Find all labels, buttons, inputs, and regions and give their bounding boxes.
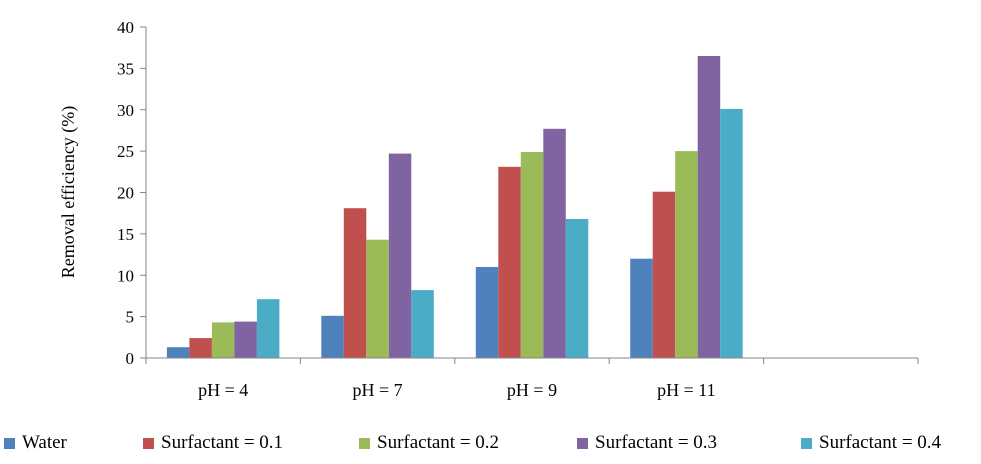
x-tick-label: pH = 11: [657, 380, 715, 400]
y-axis-label: Removal efficiency (%): [58, 106, 79, 279]
legend-label: Water: [22, 432, 67, 453]
x-tick-label: pH = 9: [507, 380, 557, 400]
legend-item: Surfactant = 0.4: [801, 432, 941, 454]
y-tick-label: 35: [117, 59, 134, 78]
bar: [234, 321, 257, 358]
bar: [720, 108, 743, 359]
y-tick-label: 15: [117, 225, 134, 244]
legend-label: Surfactant = 0.2: [377, 432, 500, 453]
y-tick-label: 25: [117, 142, 134, 161]
bar: [411, 290, 434, 358]
bar: [565, 219, 589, 358]
x-tick-label: pH = 4: [198, 380, 248, 400]
bar: [189, 338, 212, 358]
bar: [520, 152, 544, 358]
y-tick-label: 20: [117, 184, 134, 203]
axes-layer: 0 5 10 15 20 25 30 35 40 pH = 4 pH = 7 pH = 9 pH = 1…: [117, 18, 919, 400]
legend-item: Water: [4, 432, 67, 454]
bar: [697, 56, 721, 358]
y-tick-label: 40: [117, 18, 134, 37]
bar: [388, 153, 412, 358]
bars-layer: [166, 56, 743, 359]
bar: [652, 191, 676, 358]
legend-label: Surfactant = 0.3: [595, 432, 718, 453]
y-tick-label: 10: [117, 266, 134, 285]
legend-swatch: [577, 437, 588, 449]
bar: [366, 239, 389, 358]
bar: [321, 315, 344, 358]
legend-swatch: [143, 437, 154, 449]
y-tick-label: 0: [126, 349, 135, 368]
y-tick-label: 30: [117, 101, 134, 120]
bar: [256, 299, 280, 358]
chart: 0 5 10 15 20 25 30 35 40 pH = 4 pH = 7 pH = 9 pH = 1…: [58, 18, 919, 400]
bar: [211, 322, 235, 358]
bar: [166, 347, 190, 358]
bar: [630, 258, 653, 358]
legend-swatch: [4, 437, 15, 449]
legend-item: Surfactant = 0.3: [577, 432, 717, 454]
bar: [675, 151, 698, 358]
bar: [498, 166, 521, 358]
bar: [343, 208, 367, 358]
legend-item: Surfactant = 0.1: [143, 432, 283, 454]
bar: [475, 267, 499, 358]
legend-swatch: [801, 437, 812, 449]
y-tick-label: 5: [126, 308, 135, 327]
x-tick-label: pH = 7: [353, 380, 403, 400]
legend-swatch: [359, 437, 370, 449]
legend: Water Surfactant = 0.1 Surfactant = 0.2 Sur…: [0, 432, 981, 462]
bar: [543, 128, 566, 358]
legend-label: Surfactant = 0.4: [819, 432, 942, 453]
legend-item: Surfactant = 0.2: [359, 432, 499, 454]
legend-label: Surfactant = 0.1: [161, 432, 284, 453]
